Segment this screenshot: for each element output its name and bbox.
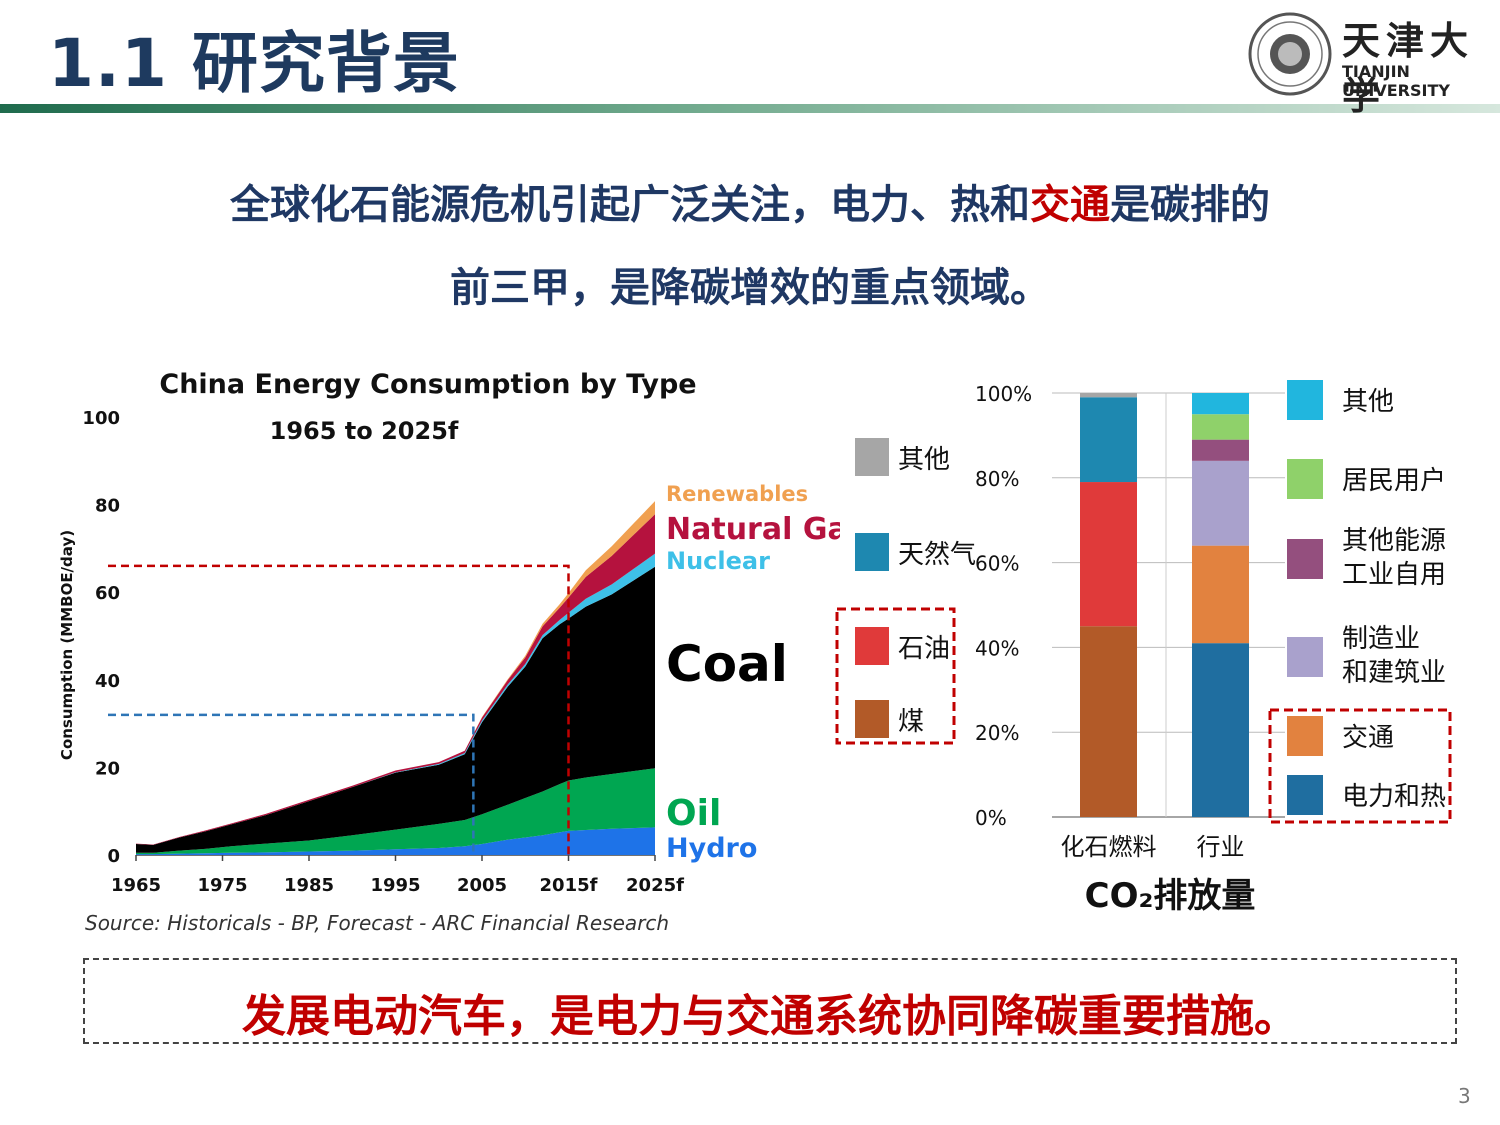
x-tick-label: 2025f bbox=[626, 875, 684, 896]
highlight-box-transport-power bbox=[1268, 708, 1452, 824]
highlight-box-oil-coal bbox=[835, 607, 956, 745]
series-label-nuclear: Nuclear bbox=[666, 547, 770, 575]
page-title: 1.1 研究背景 bbox=[48, 25, 460, 102]
page-number: 3 bbox=[1458, 1084, 1471, 1108]
legend-label-居民用户: 居民用户 bbox=[1342, 466, 1446, 496]
y-tick-label: 40 bbox=[95, 671, 120, 692]
y-tick-label: 100% bbox=[975, 382, 1032, 406]
bar-segment-化石燃料-其他 bbox=[1080, 393, 1137, 398]
legend-label-石油: 石油 bbox=[898, 634, 950, 664]
headline-text-1a: 全球化石能源危机引起广泛关注，电力、热和 bbox=[230, 182, 1030, 228]
x-category-label: 行业 bbox=[1197, 833, 1245, 861]
bar-segment-化石燃料-石油 bbox=[1080, 482, 1137, 627]
x-tick-label: 2015f bbox=[540, 875, 598, 896]
legend-swatch-电力和热 bbox=[1287, 775, 1323, 815]
headline-text-1b: 是碳排的 bbox=[1110, 182, 1270, 228]
y-tick-label: 80 bbox=[95, 496, 120, 517]
legend-label-其他能源工业自用-line2: 工业自用 bbox=[1342, 560, 1446, 590]
title-divider bbox=[0, 104, 1500, 113]
legend-label-制造业和建筑业-line2: 和建筑业 bbox=[1342, 658, 1446, 688]
y-tick-label: 60% bbox=[975, 552, 1019, 576]
y-tick-label: 80% bbox=[975, 467, 1019, 491]
x-tick-label: 1965 bbox=[111, 875, 161, 896]
bar-segment-化石燃料-煤 bbox=[1080, 626, 1137, 817]
x-axis-label: CO₂排放量 bbox=[1085, 876, 1256, 916]
x-tick-label: 2005 bbox=[457, 875, 507, 896]
y-tick-label: 40% bbox=[975, 636, 1019, 660]
series-label-hydro: Hydro bbox=[666, 833, 757, 864]
conclusion-text: 发展电动汽车，是电力与交通系统协同降碳重要措施。 bbox=[242, 991, 1298, 1042]
chart-title: China Energy Consumption by Type bbox=[159, 369, 696, 400]
legend-swatch-煤 bbox=[855, 700, 889, 738]
y-axis-label: Consumption (MMBOE/day) bbox=[58, 530, 76, 760]
legend-swatch-居民用户 bbox=[1287, 459, 1323, 499]
legend-label-其他能源工业自用-line1: 其他能源 bbox=[1342, 526, 1446, 556]
legend-swatch-石油 bbox=[855, 627, 889, 665]
y-tick-label: 0% bbox=[975, 806, 1007, 830]
headline-line-1: 全球化石能源危机引起广泛关注，电力、热和交通是碳排的 bbox=[0, 172, 1500, 230]
energy-consumption-chart: China Energy Consumption by Type 1965 to … bbox=[58, 369, 840, 935]
legend-swatch-交通 bbox=[1287, 716, 1323, 756]
legend-label-电力和热: 电力和热 bbox=[1342, 782, 1446, 812]
university-name-cn: 天津大学 bbox=[1342, 18, 1475, 118]
legend-swatch-其他能源工业自用 bbox=[1287, 539, 1323, 579]
x-category-label: 化石燃料 bbox=[1061, 833, 1157, 861]
legend-swatch-其他 bbox=[855, 438, 889, 476]
legend-label-其他: 其他 bbox=[898, 445, 950, 475]
series-label-natural-gas: Natural Gas bbox=[666, 512, 840, 547]
bar-segment-行业-电力和热 bbox=[1192, 643, 1249, 817]
bar-segment-行业-交通 bbox=[1192, 545, 1249, 644]
chart-source: Source: Historicals - BP, Forecast - ARC… bbox=[85, 911, 669, 935]
legend-swatch-天然气 bbox=[855, 533, 889, 571]
y-tick-label: 100 bbox=[82, 408, 120, 429]
reference-line-2015 bbox=[108, 564, 570, 855]
x-tick-label: 1975 bbox=[197, 875, 247, 896]
chart-subtitle: 1965 to 2025f bbox=[270, 417, 459, 445]
bar-segment-行业-制造业和建筑业 bbox=[1192, 460, 1249, 546]
reference-line-2004 bbox=[108, 713, 475, 855]
bar-segment-行业-其他 bbox=[1192, 393, 1249, 415]
university-logo bbox=[1248, 12, 1332, 96]
x-tick-label: 1985 bbox=[284, 875, 334, 896]
y-tick-label: 0 bbox=[107, 846, 120, 867]
bar-segment-化石燃料-天然气 bbox=[1080, 397, 1137, 483]
series-label-renewables: Renewables bbox=[666, 482, 808, 506]
y-tick-label: 60 bbox=[95, 583, 120, 604]
x-tick-label: 1995 bbox=[370, 875, 420, 896]
conclusion-box bbox=[83, 958, 1457, 1044]
y-tick-label: 20% bbox=[975, 721, 1019, 745]
area-hydro bbox=[136, 827, 655, 855]
legend-label-天然气: 天然气 bbox=[898, 540, 976, 570]
area-oil bbox=[136, 768, 655, 855]
legend-label-煤: 煤 bbox=[898, 707, 924, 737]
headline-highlight: 交通 bbox=[1030, 182, 1110, 228]
bar-segment-行业-其他能源工业自用 bbox=[1192, 439, 1249, 461]
legend-label-其他: 其他 bbox=[1342, 387, 1394, 417]
legend-label-交通: 交通 bbox=[1342, 723, 1394, 753]
legend-swatch-制造业和建筑业 bbox=[1287, 637, 1323, 677]
series-label-coal: Coal bbox=[666, 635, 788, 693]
legend-label-制造业和建筑业-line1: 制造业 bbox=[1342, 624, 1420, 654]
bar-segment-行业-居民用户 bbox=[1192, 414, 1249, 440]
series-label-oil: Oil bbox=[666, 793, 721, 834]
y-tick-label: 20 bbox=[95, 758, 120, 779]
university-name-en: TIANJIN UNIVERSITY bbox=[1342, 62, 1450, 100]
legend-swatch-其他 bbox=[1287, 380, 1323, 420]
area-coal bbox=[136, 566, 655, 853]
headline-line-2: 前三甲，是降碳增效的重点领域。 bbox=[450, 265, 1050, 311]
